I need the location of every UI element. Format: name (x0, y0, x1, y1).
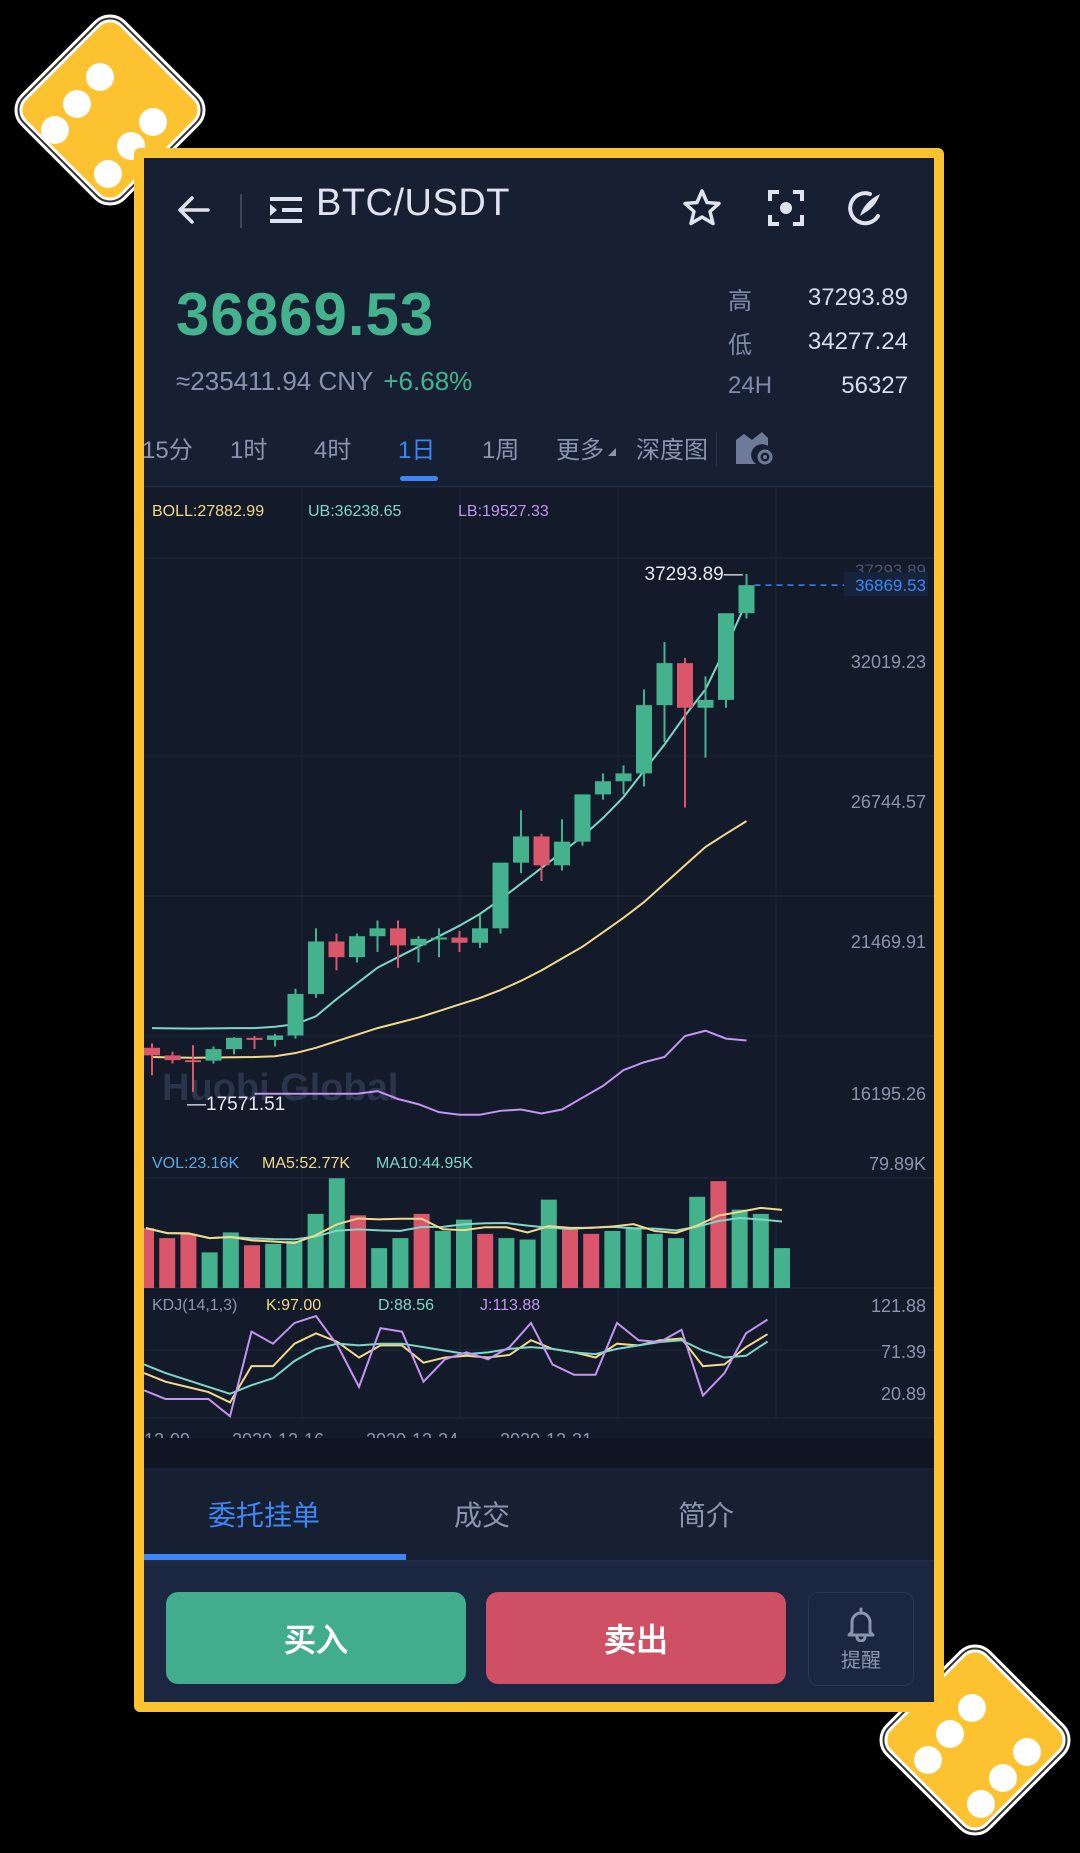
svg-text:LB:19527.33: LB:19527.33 (458, 503, 549, 520)
scan-icon[interactable] (764, 186, 808, 230)
svg-text:2020-12-31: 2020-12-31 (500, 1430, 592, 1438)
svg-text:VOL:23.16K: VOL:23.16K (152, 1155, 240, 1172)
tab-4hour[interactable]: 4时 (314, 437, 352, 464)
kline-chart-area[interactable]: BOLL:27882.99 UB:36238.65 LB:19527.33 Huobi… (144, 488, 934, 1450)
svg-text:121.88: 121.88 (871, 1296, 926, 1316)
interval-tabs: 15分 1时 4时 1日 1周 更多 深度图 (144, 420, 934, 487)
kline-chart[interactable]: BOLL:27882.99 UB:36238.65 LB:19527.33 Huobi… (144, 488, 934, 1450)
svg-text:26744.57: 26744.57 (851, 792, 926, 812)
stat-24h-volume: 24H 56327 (728, 364, 908, 408)
tabs-divider (716, 432, 717, 466)
tab-more[interactable]: 更多 (556, 430, 616, 465)
svg-text:71.39: 71.39 (881, 1342, 926, 1362)
change-percent: +6.68% (383, 366, 473, 396)
tab-1day[interactable]: 1日 (398, 437, 436, 464)
svg-text:2020-12-24: 2020-12-24 (366, 1430, 458, 1438)
share-icon[interactable] (844, 186, 888, 230)
tab-1week[interactable]: 1周 (482, 437, 520, 464)
svg-text:BOLL:27882.99: BOLL:27882.99 (152, 503, 264, 520)
stat-low-value: 34277.24 (807, 328, 908, 355)
star-icon[interactable] (680, 186, 724, 230)
sell-button[interactable]: 卖出 (486, 1592, 786, 1684)
tab-depth-chart[interactable]: 深度图 (636, 437, 708, 464)
svg-text:J:113.88: J:113.88 (480, 1297, 540, 1314)
svg-text:21469.91: 21469.91 (851, 932, 926, 952)
stat-high-value: 37293.89 (807, 284, 908, 311)
stat-high: 高 37293.89 (728, 276, 908, 320)
svg-text:12-09: 12-09 (144, 1430, 190, 1438)
cny-value-line: ≈235411.94 CNY +6.68% (176, 366, 472, 397)
svg-text:KDJ(14,1,3): KDJ(14,1,3) (152, 1297, 237, 1314)
svg-text:36869.53: 36869.53 (855, 576, 926, 595)
svg-text:UB:36238.65: UB:36238.65 (308, 503, 402, 520)
svg-text:2020-12-16: 2020-12-16 (232, 1430, 324, 1438)
menu-list-icon[interactable] (270, 194, 306, 226)
action-bar: 买入 卖出 提醒 (144, 1562, 934, 1702)
chart-settings-icon[interactable] (734, 430, 774, 466)
tab-open-orders[interactable]: 委托挂单 (208, 1500, 321, 1531)
pair-title[interactable]: BTC/USDT (316, 182, 510, 224)
svg-text:K:97.00: K:97.00 (266, 1297, 321, 1314)
header-divider (240, 194, 242, 228)
svg-text:MA10:44.95K: MA10:44.95K (376, 1155, 473, 1172)
price-alert-label: 提醒 (841, 1649, 881, 1672)
svg-text:D:88.56: D:88.56 (378, 1297, 434, 1314)
trading-screen: BTC/USDT 36869.53 ≈235411.94 CNY +6.68% 高… (144, 158, 934, 1702)
svg-text:79.89K: 79.89K (869, 1154, 926, 1174)
svg-text:20.89: 20.89 (881, 1384, 926, 1404)
stat-low-label: 低 (728, 331, 752, 359)
back-arrow-icon[interactable] (172, 188, 216, 232)
active-tab-indicator (400, 476, 438, 481)
svg-text:Huobi Global: Huobi Global (162, 1067, 398, 1109)
tab-introduction[interactable]: 简介 (678, 1500, 735, 1531)
order-info-tabs: 委托挂单 成交 简介 (144, 1468, 934, 1562)
tab-more-label: 更多 (556, 437, 604, 464)
tab-trades[interactable]: 成交 (454, 1500, 511, 1531)
stat-24h-label: 24H (728, 372, 773, 399)
svg-text:—17571.51: —17571.51 (187, 1094, 285, 1115)
dropdown-triangle-icon (608, 447, 616, 456)
price-alert-button[interactable]: 提醒 (808, 1592, 914, 1686)
stat-high-label: 高 (728, 287, 752, 315)
tab-15min[interactable]: 15分 (144, 437, 193, 464)
svg-text:MA5:52.77K: MA5:52.77K (262, 1155, 350, 1172)
svg-text:37293.89—: 37293.89— (645, 564, 743, 585)
stat-24h-value: 56327 (841, 372, 908, 399)
active-bottom-tab-indicator (144, 1554, 406, 1560)
stat-low: 低 34277.24 (728, 320, 908, 364)
header-bar: BTC/USDT (144, 158, 934, 258)
buy-button[interactable]: 买入 (166, 1592, 466, 1684)
last-price: 36869.53 (176, 281, 435, 348)
ticker-stats: 高 37293.89 低 34277.24 24H 56327 (728, 276, 908, 408)
svg-text:32019.23: 32019.23 (851, 652, 926, 672)
svg-text:16195.26: 16195.26 (851, 1084, 926, 1104)
tab-1hour[interactable]: 1时 (230, 437, 268, 464)
cny-value: ≈235411.94 CNY (176, 366, 374, 396)
section-gap (144, 1438, 934, 1468)
bell-icon (847, 1607, 875, 1642)
